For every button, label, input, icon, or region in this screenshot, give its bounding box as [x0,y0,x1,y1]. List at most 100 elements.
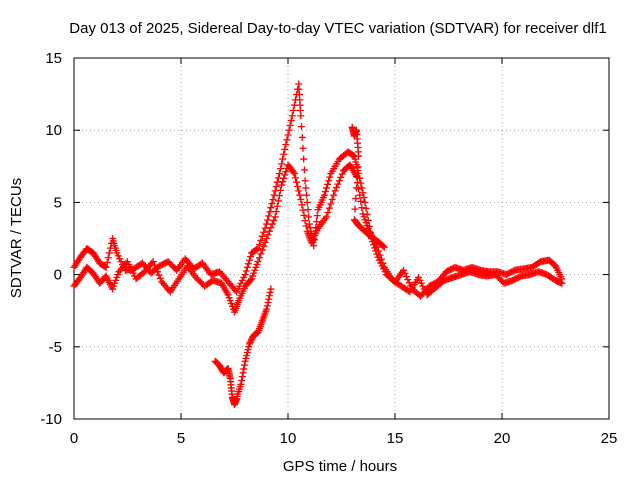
data-point [247,253,255,261]
data-point [295,187,303,195]
data-point [323,184,331,192]
data-point [270,216,278,224]
data-point [360,194,368,202]
data-point [264,299,272,307]
data-point [302,184,310,192]
data-point [351,205,359,213]
data-point [101,263,109,271]
data-point [155,271,163,279]
data-point [354,163,362,171]
data-point [260,242,268,250]
data-point [257,250,265,258]
data-point [149,258,157,266]
data-point [275,192,283,200]
data-point [265,212,273,220]
data-point [320,191,328,199]
data-point [151,261,159,269]
data-point [239,369,247,377]
y-tick-label: 15 [45,50,62,67]
data-point [376,251,384,259]
data-point [285,126,293,134]
data-point [273,202,281,210]
data-point [103,259,111,267]
data-point [337,173,345,181]
data-point [299,206,307,214]
data-point [328,196,336,204]
chart-title: Day 013 of 2025, Sidereal Day-to-day VTE… [69,20,606,37]
data-point [241,271,249,279]
data-point [274,197,282,205]
data-point [358,204,366,212]
data-point [240,365,248,373]
data-point [373,243,381,251]
x-tick-label: 10 [280,430,297,447]
data-point [263,235,271,242]
data-point [265,292,273,300]
data-point [293,178,301,186]
data-point [334,180,342,188]
data-point [301,217,309,225]
data-point [404,276,412,284]
data-point [402,273,410,281]
data-point [266,288,274,296]
data-point [257,236,265,244]
data-point [286,121,294,129]
y-tick-label: -10 [40,411,62,428]
y-tick-label: 0 [54,267,62,284]
data-point [325,204,333,212]
data-point [405,279,413,287]
data-point [245,256,253,264]
data-point [327,200,335,208]
data-point [104,254,112,262]
series-trace-c [211,285,275,409]
data-point [282,141,290,149]
data-point [258,246,266,254]
data-point [265,295,273,303]
data-point [277,186,285,194]
data-point [277,165,285,173]
data-point [263,302,271,310]
data-point [362,204,370,212]
data-points [70,80,566,409]
data-point [352,184,360,192]
data-point [280,174,288,182]
data-point [558,279,566,287]
y-tick-label: 10 [45,122,62,139]
data-point [400,266,408,274]
data-point [303,191,311,199]
data-point [261,238,269,246]
data-point [254,258,262,266]
data-point [302,222,310,230]
data-point [313,218,321,226]
data-point [258,232,266,240]
data-point [303,198,311,206]
data-point [289,168,297,176]
data-point [300,166,308,174]
data-point [284,131,292,139]
data-point [272,208,280,216]
data-point [379,242,387,250]
data-point [244,260,252,268]
data-point [298,133,306,141]
series-trace-d [348,123,388,251]
data-point [296,191,304,199]
data-point [352,195,360,203]
data-point [349,151,357,159]
x-tick-label: 20 [494,430,511,447]
data-point [357,197,365,205]
data-point [325,177,333,185]
x-tick-label: 25 [601,430,618,447]
data-point [267,204,275,212]
data-point [297,112,305,120]
data-point [335,177,343,185]
data-point [298,123,306,131]
data-point [338,170,346,178]
data-point [282,168,290,176]
data-point [353,173,361,181]
data-point [361,198,369,206]
data-point [271,213,279,221]
data-point [278,160,286,168]
data-point [331,187,339,195]
